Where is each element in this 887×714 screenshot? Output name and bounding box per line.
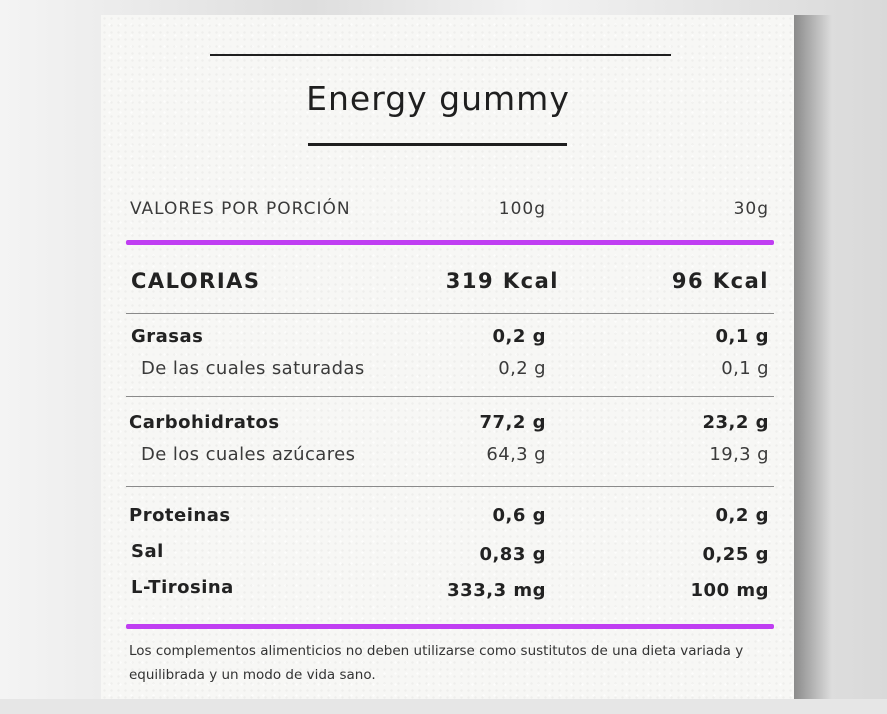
sal-100g: 0,83 g: [479, 544, 546, 565]
sal-30g: 0,25 g: [702, 544, 769, 565]
accent-divider-bottom: [126, 624, 774, 629]
proteinas-30g: 0,2 g: [715, 505, 769, 526]
portion-header-label: VALORES POR PORCIÓN: [130, 199, 351, 219]
proteinas-label: Proteinas: [129, 505, 231, 526]
carbohidratos-30g: 23,2 g: [702, 412, 769, 433]
tirosina-30g: 100 mg: [690, 580, 769, 601]
saturadas-30g: 0,1 g: [721, 358, 769, 379]
calorias-label: CALORIAS: [131, 269, 261, 293]
sal-label: Sal: [131, 541, 164, 562]
background-strip: [0, 699, 887, 714]
tirosina-100g: 333,3 mg: [447, 580, 546, 601]
azucares-30g: 19,3 g: [709, 444, 769, 465]
calorias-100g: 319 Kcal: [445, 269, 559, 293]
card-shadow: [792, 15, 832, 705]
grasas-30g: 0,1 g: [715, 326, 769, 347]
grasas-label: Grasas: [131, 326, 204, 347]
proteinas-100g: 0,6 g: [492, 505, 546, 526]
nutrition-label-card: Energy gummy VALORES POR PORCIÓN 100g 30…: [101, 15, 794, 699]
saturadas-label: De las cuales saturadas: [141, 358, 365, 379]
divider-1: [126, 313, 774, 314]
azucares-label: De los cuales azúcares: [141, 444, 356, 465]
carbohidratos-100g: 77,2 g: [479, 412, 546, 433]
divider-2: [126, 396, 774, 397]
portion-header-100g: 100g: [498, 199, 546, 219]
grasas-100g: 0,2 g: [492, 326, 546, 347]
tirosina-label: L-Tirosina: [131, 577, 234, 598]
calorias-30g: 96 Kcal: [671, 269, 769, 293]
title-top-rule: [210, 54, 671, 56]
portion-header-30g: 30g: [733, 199, 769, 219]
product-title: Energy gummy: [306, 79, 570, 118]
divider-3: [126, 486, 774, 487]
saturadas-100g: 0,2 g: [498, 358, 546, 379]
title-bottom-rule: [308, 143, 567, 146]
azucares-100g: 64,3 g: [486, 444, 546, 465]
accent-divider-top: [126, 240, 774, 245]
disclaimer-footnote: Los complementos alimenticios no deben u…: [129, 643, 744, 683]
carbohidratos-label: Carbohidratos: [129, 412, 280, 433]
